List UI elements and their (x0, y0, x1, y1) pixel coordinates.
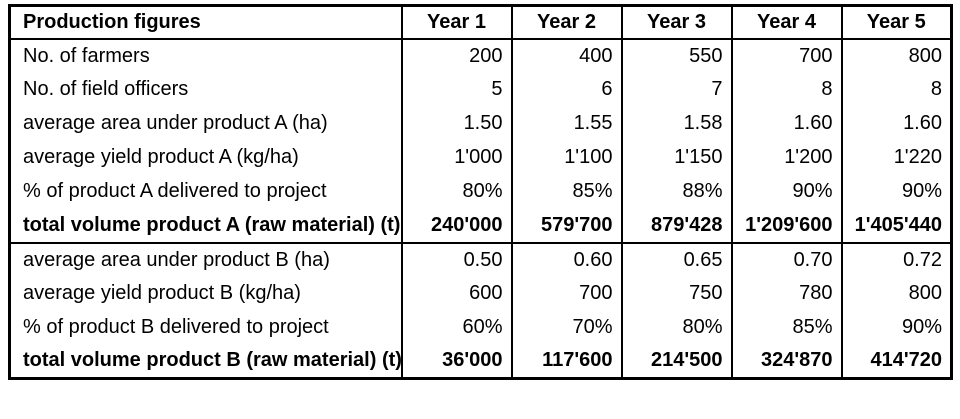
header-cell-year-2: Year 2 (510, 5, 623, 40)
production-table: Production figures Year 1 Year 2 Year 3 … (8, 4, 953, 380)
row-value: 85% (730, 310, 843, 345)
row-value: 1'100 (510, 140, 623, 175)
row-value: 200 (400, 38, 513, 73)
row-value: 90% (730, 174, 843, 209)
row-value: 1'405'440 (840, 208, 953, 244)
header-cell-year-3: Year 3 (620, 5, 733, 40)
row-value: 1'220 (840, 140, 953, 175)
row-value: 0.60 (510, 242, 623, 277)
row-value: 700 (730, 38, 843, 73)
row-value: 414'720 (840, 344, 953, 379)
row-value: 1.50 (400, 106, 513, 141)
row-value: 1.60 (840, 106, 953, 141)
table-title: Production figures (8, 5, 403, 40)
table-row: average yield product B (kg/ha) 600 700 75… (8, 276, 953, 311)
row-value: 90% (840, 310, 953, 345)
row-label: % of product A delivered to project (8, 174, 403, 209)
row-value: 85% (510, 174, 623, 209)
row-value: 240'000 (400, 208, 513, 244)
table-row: total volume product A (raw material) (t… (8, 208, 953, 244)
row-value: 1.60 (730, 106, 843, 141)
row-value: 579'700 (510, 208, 623, 244)
row-value: 1'150 (620, 140, 733, 175)
production-table-container: Production figures Year 1 Year 2 Year 3 … (8, 4, 953, 380)
table-row: average area under product A (ha) 1.50 1.… (8, 106, 953, 141)
row-label: No. of farmers (8, 38, 403, 73)
row-value: 70% (510, 310, 623, 345)
row-value: 80% (620, 310, 733, 345)
row-value: 750 (620, 276, 733, 311)
row-value: 800 (840, 276, 953, 311)
row-value: 8 (840, 72, 953, 107)
row-value: 117'600 (510, 344, 623, 379)
table-row: % of product B delivered to project 60% 7… (8, 310, 953, 345)
row-value: 600 (400, 276, 513, 311)
table-row: average yield product A (kg/ha) 1'000 1'1… (8, 140, 953, 175)
row-value: 1.58 (620, 106, 733, 141)
row-value: 324'870 (730, 344, 843, 379)
row-label: average area under product A (ha) (8, 106, 403, 141)
row-value: 400 (510, 38, 623, 73)
row-value: 90% (840, 174, 953, 209)
row-value: 80% (400, 174, 513, 209)
row-value: 879'428 (620, 208, 733, 244)
table-row: No. of farmers 200 400 550 700 800 (8, 38, 953, 73)
header-cell-year-1: Year 1 (400, 5, 513, 40)
table-row: average area under product B (ha) 0.50 0.… (8, 242, 953, 277)
row-value: 8 (730, 72, 843, 107)
row-value: 5 (400, 72, 513, 107)
row-value: 88% (620, 174, 733, 209)
row-value: 1'209'600 (730, 208, 843, 244)
row-label: average yield product B (kg/ha) (8, 276, 403, 311)
table-row: total volume product B (raw material) (t… (8, 344, 953, 379)
row-value: 550 (620, 38, 733, 73)
row-value: 60% (400, 310, 513, 345)
row-value: 1'000 (400, 140, 513, 175)
row-value: 7 (620, 72, 733, 107)
row-label: % of product B delivered to project (8, 310, 403, 345)
row-value: 700 (510, 276, 623, 311)
row-value: 1'200 (730, 140, 843, 175)
row-value: 214'500 (620, 344, 733, 379)
table-row: % of product A delivered to project 80% 8… (8, 174, 953, 209)
row-label: No. of field officers (8, 72, 403, 107)
row-value: 0.70 (730, 242, 843, 277)
row-label: total volume product A (raw material) (t… (8, 208, 403, 244)
row-value: 0.72 (840, 242, 953, 277)
row-label: average area under product B (ha) (8, 242, 403, 277)
row-value: 6 (510, 72, 623, 107)
row-value: 800 (840, 38, 953, 73)
table-body: No. of farmers 200 400 550 700 800 No. of fi… (8, 38, 953, 379)
row-label: average yield product A (kg/ha) (8, 140, 403, 175)
row-value: 780 (730, 276, 843, 311)
row-value: 0.50 (400, 242, 513, 277)
row-label: total volume product B (raw material) (t… (8, 344, 403, 379)
table-header-row: Production figures Year 1 Year 2 Year 3 … (8, 5, 953, 40)
row-value: 36'000 (400, 344, 513, 379)
header-cell-year-4: Year 4 (730, 5, 843, 40)
header-cell-year-5: Year 5 (840, 5, 953, 40)
row-value: 0.65 (620, 242, 733, 277)
row-value: 1.55 (510, 106, 623, 141)
